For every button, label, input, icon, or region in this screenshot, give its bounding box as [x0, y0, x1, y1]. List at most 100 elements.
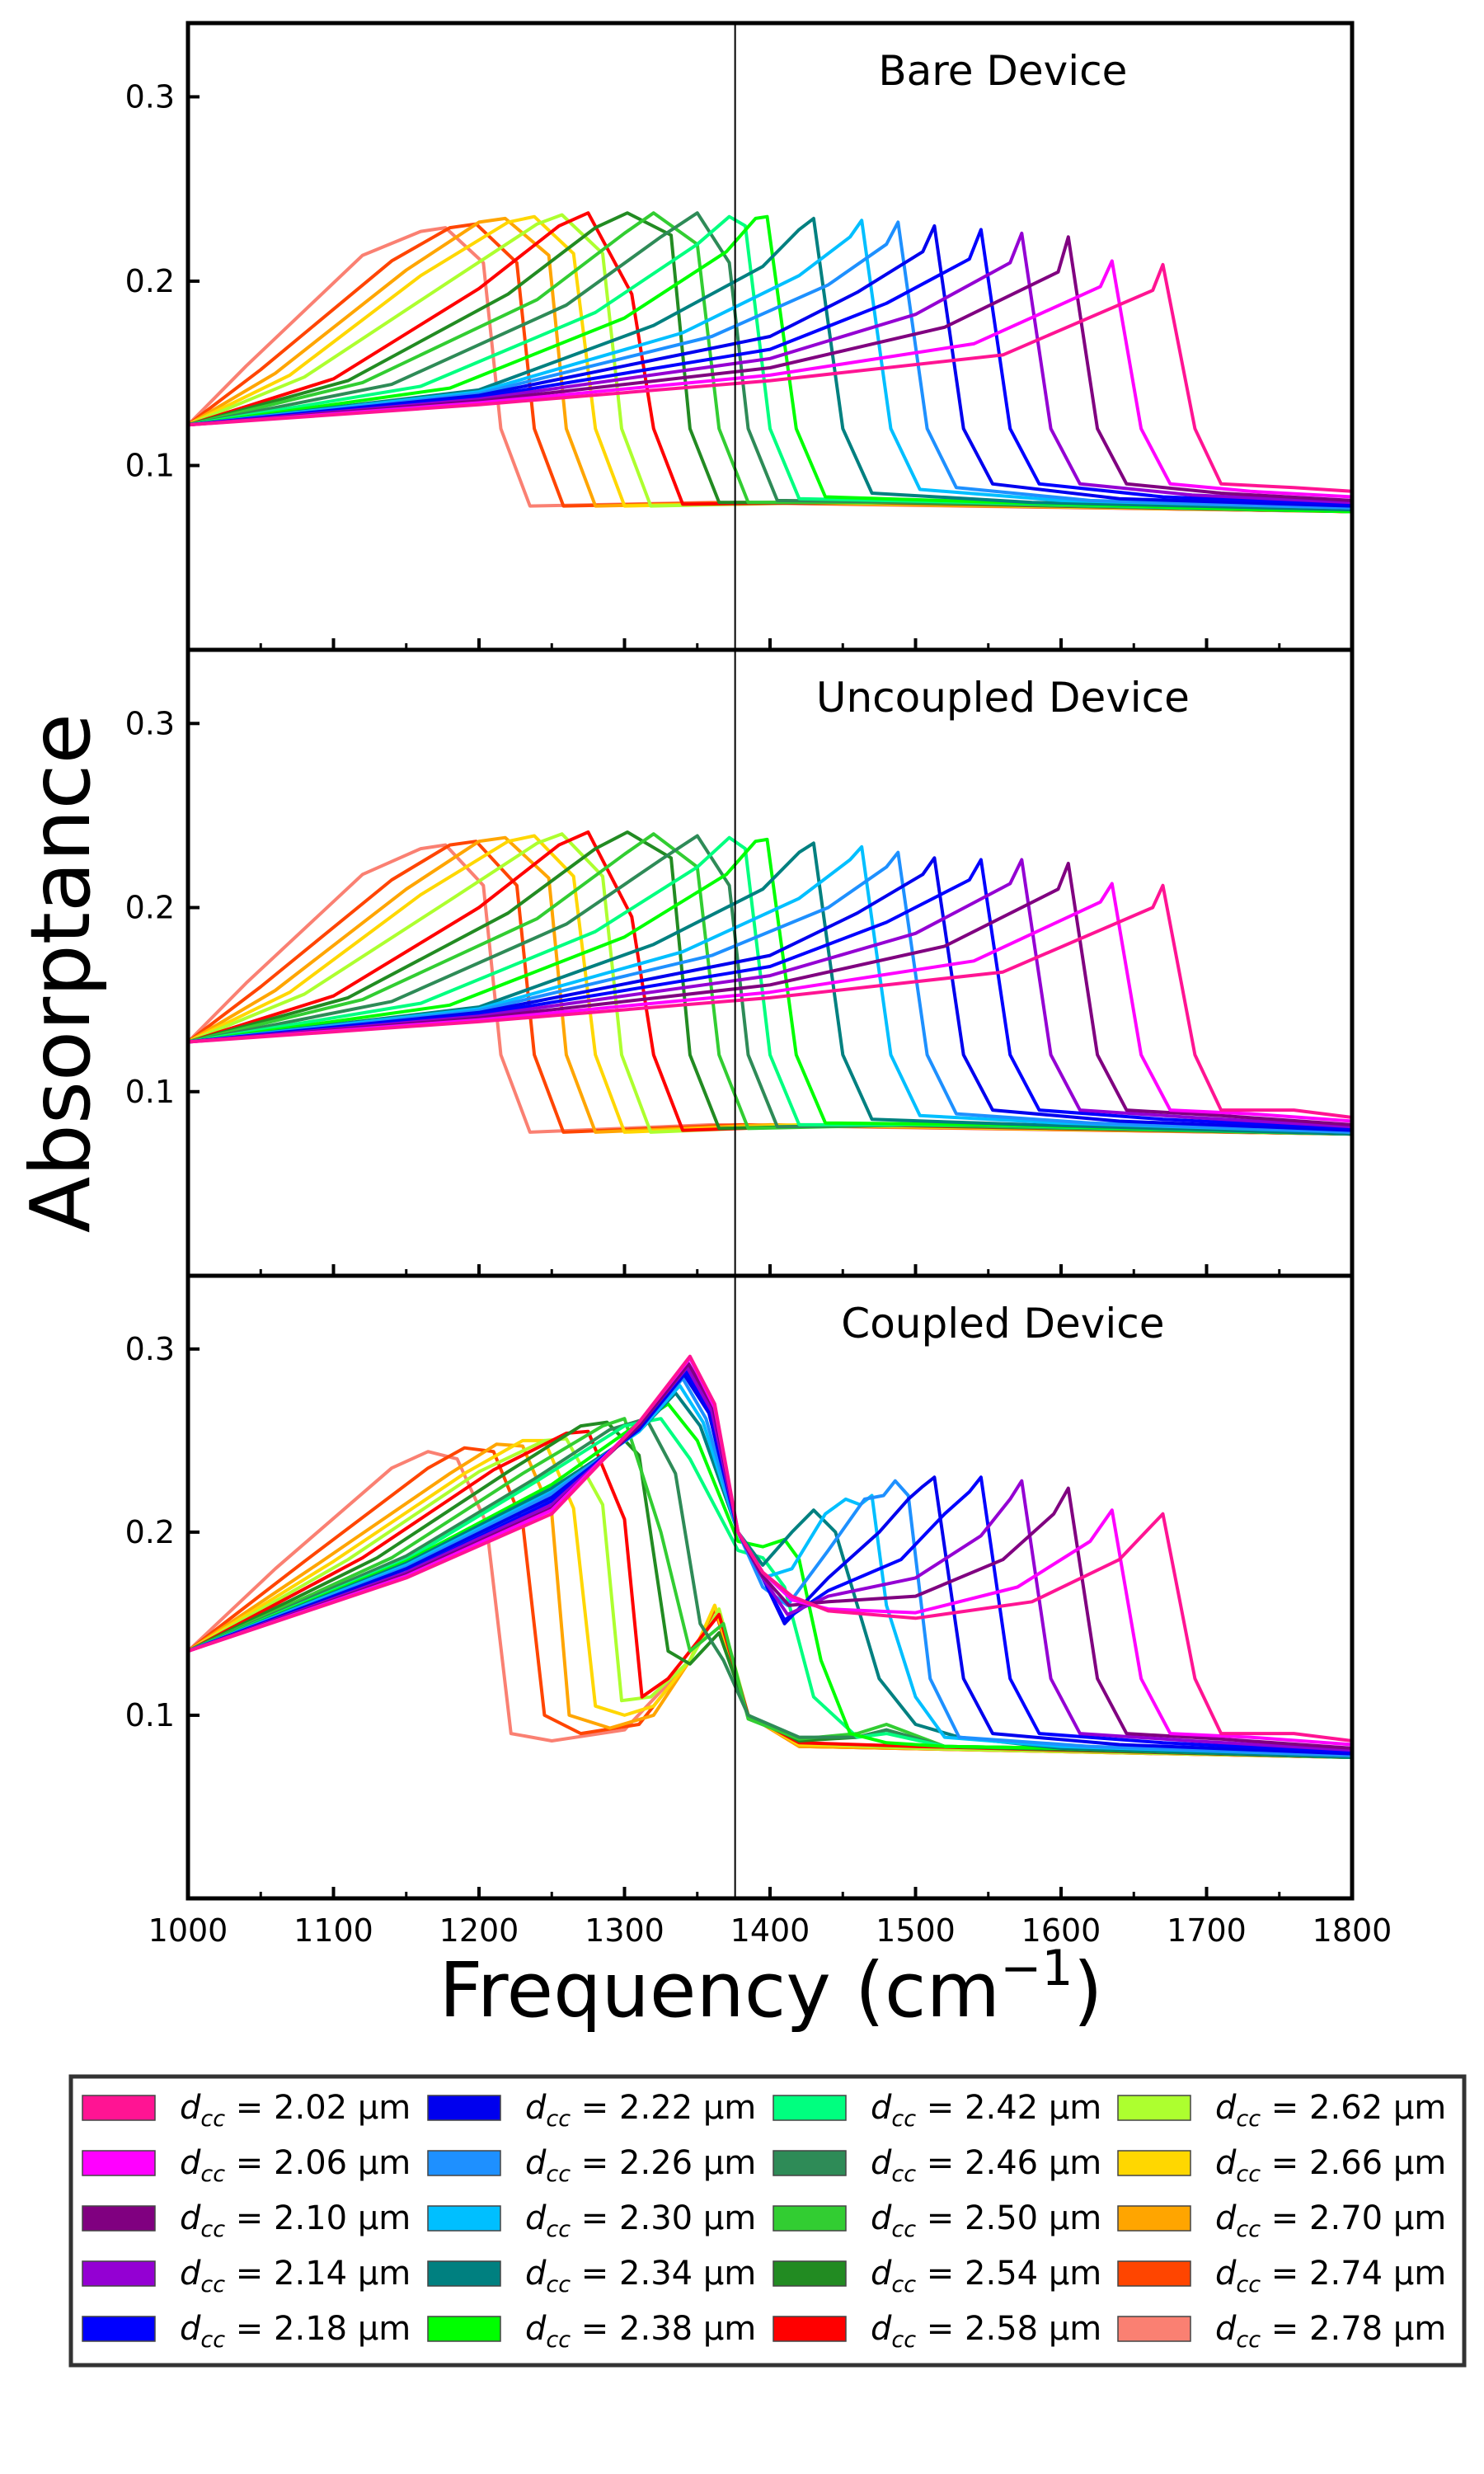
- legend-item: dcc = 2.70 µm: [1117, 2199, 1446, 2242]
- legend-swatch: [427, 2260, 501, 2287]
- x-axis-label-base: Frequency (cm: [439, 1946, 1001, 2034]
- legend-label: dcc = 2.70 µm: [1215, 2199, 1446, 2242]
- panel-title: Bare Device: [878, 47, 1127, 95]
- legend-item: dcc = 2.02 µm: [82, 2089, 411, 2132]
- legend-item: dcc = 2.46 µm: [773, 2144, 1101, 2187]
- legend-box: [68, 2074, 1467, 2368]
- legend-item: dcc = 2.74 µm: [1117, 2255, 1446, 2298]
- legend-item: dcc = 2.42 µm: [773, 2089, 1101, 2132]
- legend-swatch: [82, 2095, 156, 2121]
- legend-label: dcc = 2.62 µm: [1215, 2089, 1446, 2132]
- legend-swatch: [773, 2150, 847, 2176]
- series-line-2: [186, 882, 1354, 1123]
- series-line-1: [186, 883, 1354, 1119]
- legend-swatch: [1117, 2150, 1191, 2176]
- series-line-5: [186, 228, 1354, 506]
- legend-label: dcc = 2.54 µm: [871, 2255, 1101, 2298]
- x-axis-label: Frequency (cm−1): [439, 1940, 1103, 2034]
- x-tick-label: 1600: [1021, 1912, 1101, 1949]
- series-line-1: [186, 1354, 1354, 1743]
- x-tick-label: 1800: [1313, 1912, 1392, 1949]
- series-line-10: [186, 1402, 1354, 1759]
- legend-swatch: [427, 2205, 501, 2232]
- legend-label: dcc = 2.74 µm: [1215, 2255, 1446, 2298]
- legend-label: dcc = 2.58 µm: [871, 2310, 1101, 2353]
- series-line-16: [186, 1437, 1354, 1759]
- x-tick-label: 1300: [585, 1912, 665, 1949]
- y-tick-label: 0.1: [125, 447, 175, 483]
- legend-swatch: [427, 2095, 501, 2121]
- series-line-20: [186, 1450, 1354, 1759]
- legend-swatch: [1117, 2205, 1191, 2232]
- legend-swatch: [1117, 2095, 1191, 2121]
- legend-item: dcc = 2.22 µm: [427, 2089, 756, 2132]
- legend-item: dcc = 2.14 µm: [82, 2255, 411, 2298]
- y-tick-label: 0.3: [125, 78, 175, 115]
- series-line-8: [186, 844, 1354, 1134]
- legend-item: dcc = 2.50 µm: [773, 2199, 1101, 2242]
- legend-swatch: [427, 2316, 501, 2342]
- legend-label: dcc = 2.10 µm: [180, 2199, 411, 2242]
- panel-title: Coupled Device: [841, 1300, 1164, 1348]
- series-line-17: [186, 1438, 1354, 1759]
- series-line-6: [186, 223, 1354, 508]
- legend-label: dcc = 2.22 µm: [525, 2089, 756, 2132]
- series-line-19: [186, 840, 1354, 1136]
- panel-title: Uncoupled Device: [816, 674, 1190, 722]
- legend-label: dcc = 2.14 µm: [180, 2255, 411, 2298]
- legend-label: dcc = 2.06 µm: [180, 2144, 411, 2187]
- series-line-18: [186, 216, 1354, 514]
- legend-swatch: [773, 2095, 847, 2121]
- legend-label: dcc = 2.50 µm: [871, 2199, 1101, 2242]
- x-tick-label: 1000: [148, 1912, 228, 1949]
- series-line-14: [186, 830, 1354, 1136]
- x-tick-label: 1500: [876, 1912, 956, 1949]
- legend-item: dcc = 2.62 µm: [1117, 2089, 1446, 2132]
- legend-item: dcc = 2.66 µm: [1117, 2144, 1446, 2187]
- y-tick-label: 0.1: [125, 1074, 175, 1110]
- x-tick-label: 1700: [1167, 1912, 1247, 1949]
- legend-swatch: [773, 2260, 847, 2287]
- series-line-11: [186, 214, 1354, 514]
- series-line-6: [186, 856, 1354, 1132]
- series-line-3: [186, 862, 1354, 1126]
- legend: dcc = 2.02 µm dcc = 2.06 µm dcc = 2.10 µm d…: [68, 2074, 1467, 2368]
- series-line-11: [186, 1417, 1354, 1759]
- y-tick-label: 0.3: [125, 705, 175, 741]
- series-line-5: [186, 1369, 1354, 1754]
- series-line-10: [186, 214, 1354, 514]
- series-line-2: [186, 259, 1354, 499]
- legend-label: dcc = 2.30 µm: [525, 2199, 756, 2242]
- x-axis-label-superscript: −1: [1000, 1940, 1073, 1997]
- panel-frame: [186, 1273, 1355, 1901]
- legend-label: dcc = 2.02 µm: [180, 2089, 411, 2132]
- series-line-5: [186, 858, 1354, 1131]
- series-line-9: [186, 216, 1354, 512]
- legend-item: dcc = 2.78 µm: [1117, 2310, 1446, 2353]
- y-tick-label: 0.2: [125, 890, 175, 926]
- legend-label: dcc = 2.34 µm: [525, 2255, 756, 2298]
- legend-item: dcc = 2.58 µm: [773, 2310, 1101, 2353]
- legend-item: dcc = 2.30 µm: [427, 2199, 756, 2242]
- panel-1: 0.1 0.2 0.3 Bare Device: [125, 21, 1355, 652]
- legend-item: dcc = 2.18 µm: [82, 2310, 411, 2353]
- legend-item: dcc = 2.34 µm: [427, 2255, 756, 2298]
- legend-label: dcc = 2.18 µm: [180, 2310, 411, 2353]
- legend-label: dcc = 2.66 µm: [1215, 2144, 1446, 2187]
- y-axis-label: Absorptance: [12, 713, 109, 1233]
- y-tick-label: 0.3: [125, 1331, 175, 1367]
- x-tick-label: 1200: [439, 1912, 519, 1949]
- legend-swatch: [773, 2316, 847, 2342]
- legend-swatch: [82, 2205, 156, 2232]
- y-tick-label: 0.2: [125, 263, 175, 299]
- panel-3: 0.1 0.2 0.3 Coupled Device 1000 1100 1200 1300 1…: [125, 1273, 1392, 1949]
- legend-item: dcc = 2.54 µm: [773, 2255, 1101, 2298]
- legend-item: dcc = 2.38 µm: [427, 2310, 756, 2353]
- series-line-3: [186, 235, 1354, 502]
- legend-label: dcc = 2.38 µm: [525, 2310, 756, 2353]
- y-tick-label: 0.1: [125, 1697, 175, 1733]
- legend-item: dcc = 2.06 µm: [82, 2144, 411, 2187]
- legend-swatch: [1117, 2316, 1191, 2342]
- series-line-15: [186, 830, 1354, 1136]
- series-line-7: [186, 850, 1354, 1134]
